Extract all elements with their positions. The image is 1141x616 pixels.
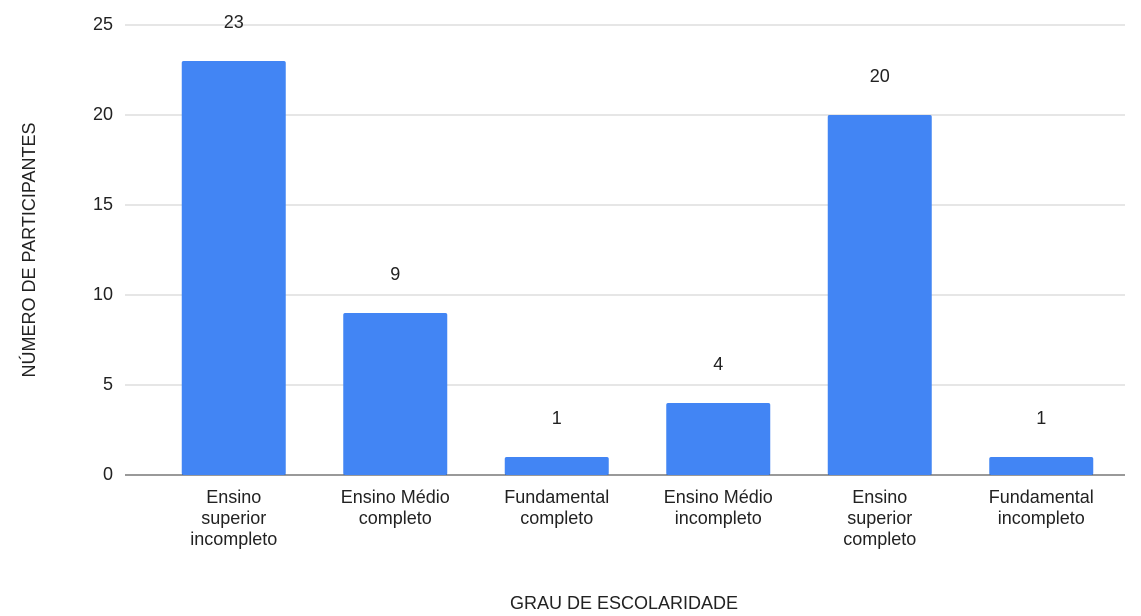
x-tick-label: Ensino Médio incompleto: [663, 487, 773, 528]
x-tick-label: Ensino superior completo: [843, 487, 917, 549]
data-label: 1: [552, 408, 562, 428]
x-tick-label: Fundamental completo: [504, 487, 610, 528]
y-tick-label: 15: [93, 194, 113, 214]
x-tick-label: Ensino superior incompleto: [190, 487, 278, 549]
bar: [181, 61, 286, 475]
y-tick-label: 10: [93, 284, 113, 304]
y-tick-label: 0: [103, 464, 113, 484]
x-tick-label: Ensino Médio completo: [340, 487, 450, 528]
bar: [666, 403, 771, 475]
data-label: 23: [224, 12, 244, 32]
bar: [827, 115, 932, 475]
bar: [343, 313, 448, 475]
y-tick-label: 25: [93, 14, 113, 34]
y-axis-title: NÚMERO DE PARTICIPANTES: [18, 122, 39, 377]
data-label: 4: [713, 354, 723, 374]
data-label: 20: [870, 66, 890, 86]
y-tick-label: 20: [93, 104, 113, 124]
x-tick-label: Fundamental incompleto: [988, 487, 1094, 528]
y-tick-label: 5: [103, 374, 113, 394]
data-label: 9: [390, 264, 400, 284]
bar: [504, 457, 609, 475]
data-label: 1: [1036, 408, 1046, 428]
x-axis-title: GRAU DE ESCOLARIDADE: [510, 593, 738, 613]
bar: [989, 457, 1094, 475]
